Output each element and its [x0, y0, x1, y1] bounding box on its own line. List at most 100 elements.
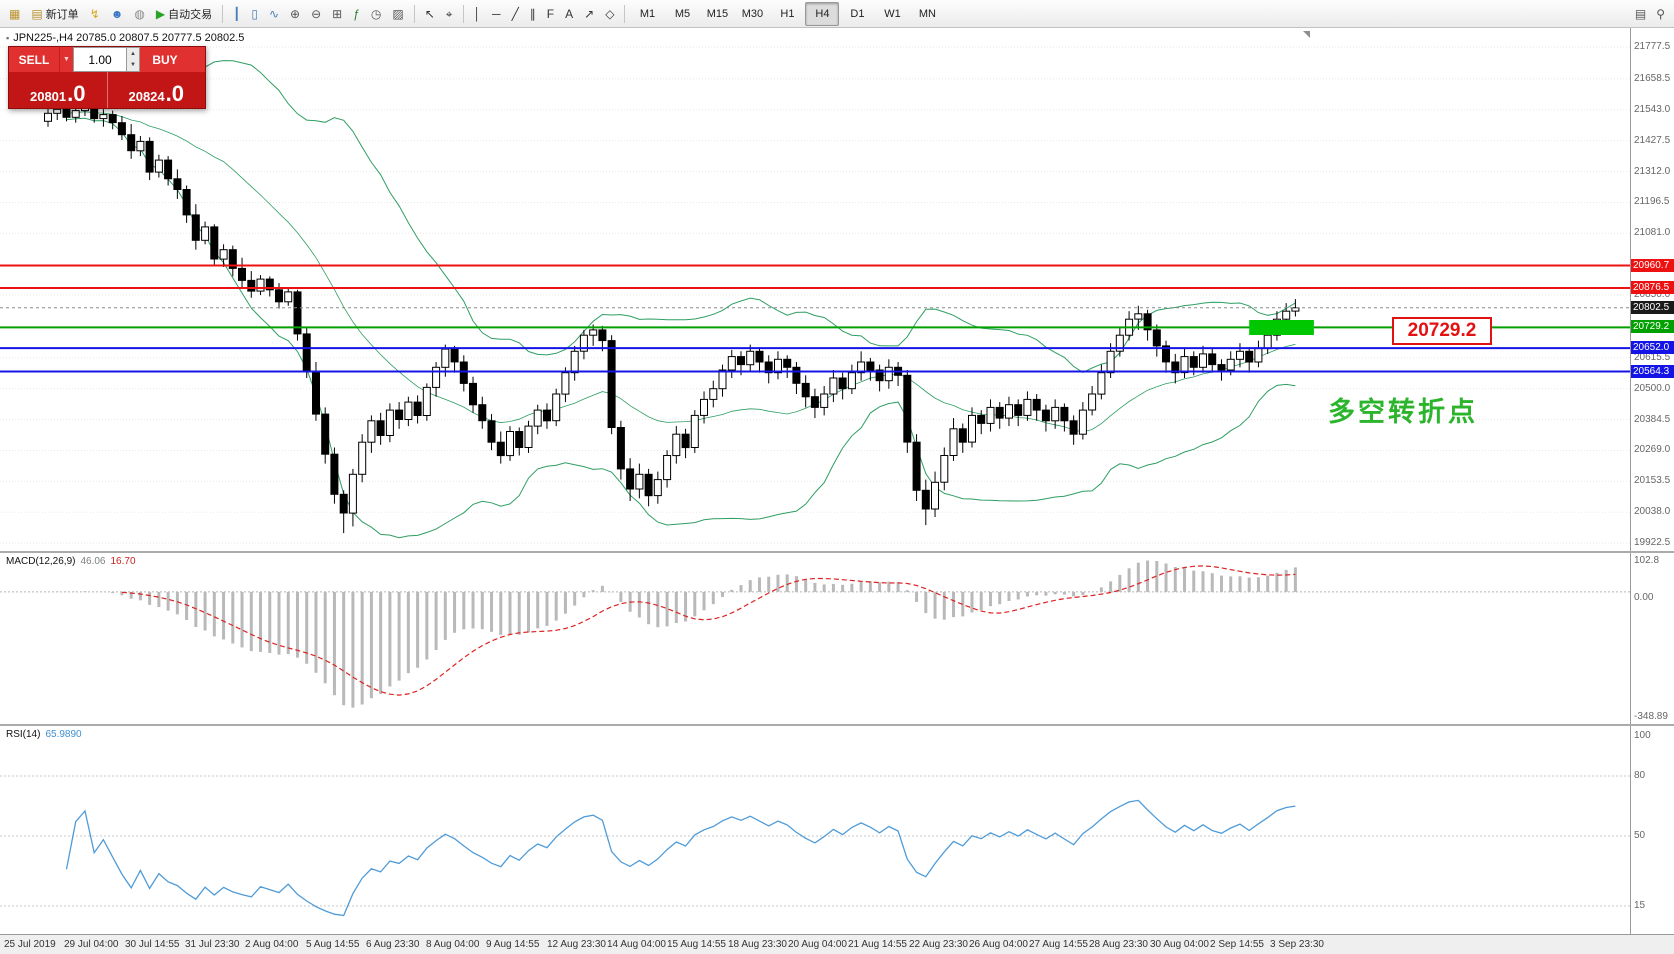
- timeframe-m30-button[interactable]: M30: [735, 2, 769, 26]
- autotrading-button[interactable]: ▶ 自动交易: [151, 2, 217, 26]
- candle-chart-button[interactable]: ▯: [246, 2, 263, 26]
- rsi-value: 65.9890: [45, 729, 82, 740]
- vline-tool-button[interactable]: │: [469, 2, 487, 26]
- time-tick-label: 6 Aug 23:30: [366, 939, 420, 950]
- bar-chart-button[interactable]: ┃: [228, 2, 245, 26]
- time-tick-label: 9 Aug 14:55: [486, 939, 540, 950]
- arrow-tool-button[interactable]: ↗: [579, 2, 599, 26]
- buy-button[interactable]: BUY: [140, 47, 190, 72]
- timeframe-mn-button[interactable]: MN: [910, 2, 944, 26]
- indicators-button[interactable]: ƒ: [348, 2, 365, 26]
- crosshair-tool-button[interactable]: ⌖: [441, 2, 458, 26]
- sell-price-main: 20801: [29, 88, 67, 104]
- time-tick-label: 30 Aug 04:00: [1150, 939, 1209, 950]
- play-icon: ▶: [155, 6, 166, 21]
- rsi-name: RSI(14): [6, 729, 41, 740]
- channel-tool-button[interactable]: ∥: [525, 2, 541, 26]
- time-tick-label: 2 Sep 14:55: [1210, 939, 1264, 950]
- timeframe-mn-button-label: MN: [918, 7, 936, 20]
- horizontal-line-objects[interactable]: [0, 264, 1630, 373]
- time-axis[interactable]: 25 Jul 2019 29 Jul 04:00 30 Jul 14:55 31 Ju…: [0, 934, 1674, 954]
- buy-price-button[interactable]: 20824 .0: [106, 72, 206, 108]
- one-click-trading-panel: SELL ▼ ▲ ▼ BUY 20801 .0 20824 .0: [8, 46, 206, 109]
- time-tick-label: 25 Jul 2019: [4, 939, 56, 950]
- zoom-in-button[interactable]: ⊕: [285, 2, 305, 26]
- timeframe-m1-button-label: M1: [639, 7, 656, 20]
- timeframe-h1-button-label: H1: [780, 7, 795, 20]
- timeframe-d1-button-label: D1: [850, 7, 865, 20]
- macd-signal-value: 16.70: [110, 556, 136, 567]
- arrow-icon: ↗: [584, 6, 595, 21]
- tile-windows-icon: ⊞: [332, 6, 343, 21]
- tile-windows-button[interactable]: ⊞: [327, 2, 347, 26]
- timeframe-h1-button[interactable]: H1: [770, 2, 804, 26]
- sell-price-button[interactable]: 20801 .0: [9, 72, 107, 108]
- shapes-tool-button[interactable]: ◇: [600, 2, 619, 26]
- text-tool-button[interactable]: A: [560, 2, 578, 26]
- print-button[interactable]: ▤: [1630, 2, 1651, 26]
- highlight-rectangle-object[interactable]: [1249, 320, 1314, 335]
- timeframe-m15-button-label: M15: [706, 7, 729, 20]
- accounts-button[interactable]: ☻: [106, 2, 129, 26]
- autotrading-button-label: 自动交易: [168, 8, 213, 21]
- sell-price-frac: .0: [67, 81, 86, 107]
- toolbar-separator: [624, 4, 626, 23]
- time-tick-label: 5 Aug 14:55: [306, 939, 360, 950]
- time-tick-label: 22 Aug 23:30: [909, 939, 968, 950]
- timeframe-m5-button[interactable]: M5: [665, 2, 699, 26]
- pane-divider[interactable]: [0, 724, 1674, 726]
- periods-button[interactable]: ◷: [366, 2, 386, 26]
- hline-tool-button[interactable]: ─: [487, 2, 506, 26]
- timeframe-m1-button[interactable]: M1: [630, 2, 664, 26]
- volume-dropdown-button[interactable]: ▼: [59, 47, 73, 72]
- search-button[interactable]: ⚲: [1651, 2, 1670, 26]
- app-menu-button[interactable]: ▦: [4, 2, 25, 26]
- news-button[interactable]: ◍: [129, 2, 149, 26]
- zoom-out-button[interactable]: ⊖: [306, 2, 326, 26]
- price-axis-border: [1630, 28, 1631, 934]
- time-tick-label: 8 Aug 04:00: [426, 939, 480, 950]
- volume-input[interactable]: [73, 47, 127, 72]
- volume-stepper: ▲ ▼: [127, 47, 140, 72]
- trendline-tool-button[interactable]: ╱: [507, 2, 524, 26]
- trade-panel-top-row: SELL ▼ ▲ ▼ BUY: [9, 47, 205, 72]
- price-callout-box[interactable]: 20729.2: [1392, 317, 1492, 345]
- timeframe-group: M1 M5 M15 M30 H1 H4 D1 W1 MN: [630, 1, 944, 26]
- timeframe-h4-button[interactable]: H4: [805, 1, 840, 26]
- time-tick-label: 21 Aug 14:55: [848, 939, 907, 950]
- toolbar-right-group: ▤ ⚲: [1630, 2, 1670, 26]
- clock-icon: ◷: [370, 6, 382, 21]
- pane-divider[interactable]: [0, 551, 1674, 553]
- search-icon: ⚲: [1656, 6, 1665, 21]
- timeframe-w1-button-label: W1: [884, 7, 901, 20]
- macd-pane: [0, 560, 1630, 708]
- new-order-button[interactable]: ▤ 新订单: [26, 2, 83, 26]
- cursor-tool-button[interactable]: ↖: [420, 2, 440, 26]
- templates-button[interactable]: ▨: [387, 2, 408, 26]
- line-chart-icon: ∿: [268, 6, 280, 21]
- text-icon: A: [565, 6, 574, 21]
- time-tick-label: 26 Aug 04:00: [969, 939, 1028, 950]
- volume-down-button[interactable]: ▼: [130, 62, 136, 69]
- line-chart-button[interactable]: ∿: [264, 2, 284, 26]
- deposit-button[interactable]: ↯: [85, 2, 105, 26]
- fibonacci-icon: F: [546, 6, 555, 21]
- timeframe-w1-button[interactable]: W1: [875, 2, 909, 26]
- timeframe-d1-button[interactable]: D1: [840, 2, 874, 26]
- timeframe-h4-button-label: H4: [815, 7, 830, 20]
- volume-up-button[interactable]: ▲: [130, 50, 136, 57]
- bar-chart-icon: ┃: [233, 6, 241, 21]
- symbol-info: ▪ JPN225-,H4 20785.0 20807.5 20777.5 208…: [6, 32, 244, 44]
- zoom-in-icon: ⊕: [290, 6, 301, 21]
- sell-button[interactable]: SELL: [9, 47, 59, 72]
- zoom-out-icon: ⊖: [311, 6, 322, 21]
- fibonacci-tool-button[interactable]: F: [542, 2, 559, 26]
- chart-shift-marker[interactable]: [1303, 31, 1310, 38]
- timeframe-m15-button[interactable]: M15: [700, 2, 734, 26]
- rsi-pane: [0, 775, 1630, 917]
- template-icon: ▨: [392, 6, 404, 21]
- turning-point-annotation[interactable]: 多空转折点: [1328, 397, 1478, 427]
- time-tick-label: 18 Aug 23:30: [728, 939, 787, 950]
- price-gridlines: [0, 46, 1630, 544]
